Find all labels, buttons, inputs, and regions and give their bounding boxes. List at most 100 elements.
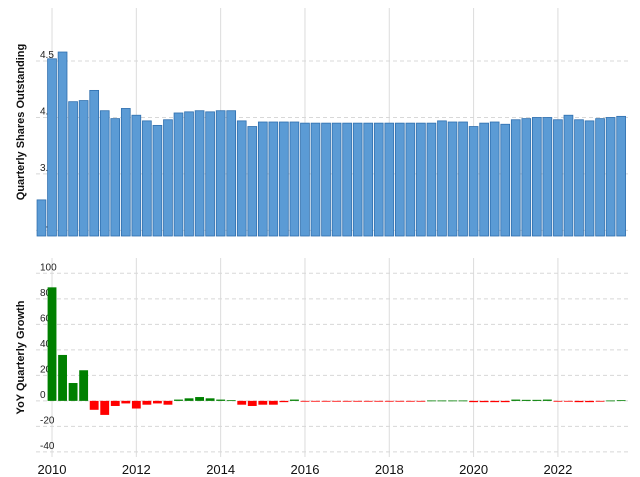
y-tick-label: -20 xyxy=(40,415,55,426)
bar xyxy=(215,110,226,237)
bar xyxy=(131,400,141,409)
bar xyxy=(416,122,426,237)
bar xyxy=(353,400,363,402)
bar xyxy=(300,122,310,237)
bar xyxy=(468,126,479,237)
bar xyxy=(352,122,363,237)
bar xyxy=(216,399,226,401)
bar xyxy=(257,121,268,237)
x-tick-label: 2014 xyxy=(206,462,235,477)
bar xyxy=(121,400,131,404)
bar xyxy=(226,400,236,402)
bar xyxy=(237,400,247,405)
bar xyxy=(458,121,468,237)
bar xyxy=(173,112,184,237)
bar xyxy=(68,383,78,401)
bar xyxy=(142,400,152,405)
y-tick-label: 4.5 xyxy=(40,50,54,61)
y-tick-label: 3.5 xyxy=(40,163,54,174)
bar xyxy=(532,117,542,237)
bar xyxy=(595,118,605,237)
x-tick-label: 2012 xyxy=(122,462,151,477)
bar xyxy=(500,400,510,403)
bar xyxy=(310,122,321,237)
bar xyxy=(363,122,374,237)
bar xyxy=(405,122,416,237)
x-tick-label: 2016 xyxy=(291,462,320,477)
bar xyxy=(595,400,605,402)
bar xyxy=(89,89,100,237)
bar xyxy=(321,122,331,237)
bar xyxy=(342,122,352,237)
bar xyxy=(605,117,616,237)
y-axis-title: YoY Quarterly Growth xyxy=(15,300,27,414)
bar xyxy=(195,397,204,401)
bar xyxy=(521,118,532,237)
bar xyxy=(78,100,89,237)
bar xyxy=(79,370,89,401)
bar xyxy=(616,115,626,237)
bar xyxy=(205,398,215,401)
bar xyxy=(184,111,194,237)
bar xyxy=(416,400,426,402)
bar xyxy=(226,110,237,237)
y-tick-label: 40 xyxy=(40,339,52,350)
bar xyxy=(89,400,99,410)
bar xyxy=(268,400,278,405)
bar xyxy=(563,114,574,237)
bar xyxy=(395,400,405,402)
y-tick-label: 4.0 xyxy=(40,106,54,117)
bar xyxy=(47,287,57,401)
x-tick-label: 2022 xyxy=(543,462,572,477)
bar xyxy=(36,199,47,237)
bar xyxy=(553,400,563,402)
bar xyxy=(437,120,447,237)
bar xyxy=(574,400,584,403)
x-tick-label: 2020 xyxy=(459,462,488,477)
bar xyxy=(447,121,458,237)
bar xyxy=(100,400,110,415)
bar xyxy=(500,123,511,237)
y-axis-title: Quarterly Shares Outstanding xyxy=(15,44,27,200)
bar xyxy=(279,121,289,237)
bar xyxy=(174,399,183,401)
bar xyxy=(152,124,163,237)
bar xyxy=(110,118,121,237)
bar xyxy=(553,119,563,237)
bar xyxy=(584,120,595,237)
bar xyxy=(616,400,626,402)
bar xyxy=(606,400,616,402)
bar xyxy=(489,121,500,237)
bar xyxy=(363,400,373,402)
y-tick-label: -40 xyxy=(40,441,55,452)
bar xyxy=(184,398,194,401)
bar xyxy=(458,400,468,402)
bar xyxy=(268,121,279,237)
bar xyxy=(99,110,110,237)
bar xyxy=(479,400,489,403)
bar xyxy=(321,400,331,402)
bar xyxy=(194,110,205,237)
y-tick-label: 80 xyxy=(40,288,52,299)
x-tick-label: 2018 xyxy=(375,462,404,477)
bar xyxy=(258,400,268,405)
y-tick-label: 0 xyxy=(40,390,46,401)
bar xyxy=(448,400,457,402)
bar xyxy=(152,400,162,404)
bar xyxy=(479,122,489,237)
y-tick-label: 20 xyxy=(40,364,52,375)
bar xyxy=(120,108,131,237)
bar xyxy=(47,58,57,237)
bar xyxy=(289,399,299,401)
bar xyxy=(574,119,584,237)
bar xyxy=(374,400,384,402)
bar xyxy=(405,400,415,402)
bar xyxy=(68,101,78,237)
bar xyxy=(384,122,395,237)
y-tick-label: 60 xyxy=(40,313,52,324)
bar xyxy=(247,126,258,237)
bar xyxy=(236,120,247,237)
bar xyxy=(289,121,300,237)
y-tick-label: 100 xyxy=(40,262,57,273)
